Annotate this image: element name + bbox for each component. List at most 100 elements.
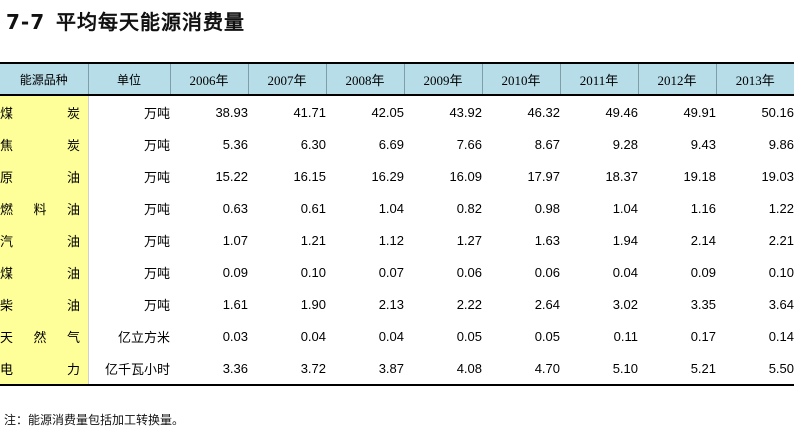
unit-cell: 亿立方米: [87, 320, 170, 352]
value-cell: 1.12: [378, 232, 404, 248]
top-rule: [0, 62, 794, 64]
value-cell: 1.61: [222, 296, 248, 312]
column-header-year: 2009年: [404, 64, 483, 96]
footnote: 注：能源消费量包括加工转换量。: [4, 413, 185, 427]
value-cell: 0.07: [378, 264, 404, 280]
value-cell: 0.05: [456, 328, 482, 344]
value-cell: 3.36: [170, 352, 248, 386]
column-header-year: 2011年: [560, 64, 639, 96]
value-cell: 3.64: [768, 296, 794, 312]
value-cell: 0.10: [300, 264, 326, 280]
energy-type-cell: 煤炭: [0, 95, 88, 128]
value-cell: 1.04: [378, 200, 404, 216]
value-cell: 19.03: [761, 168, 794, 184]
energy-type-label: 焦炭: [0, 138, 80, 154]
column-header-year: 2012年: [638, 64, 717, 96]
energy-type-cell: 柴油: [0, 288, 88, 320]
energy-type-cell: 煤油: [0, 256, 88, 288]
energy-type-label: 汽油: [0, 234, 80, 250]
value-cell: 1.21: [300, 232, 326, 248]
value-cell: 0.98: [534, 200, 560, 216]
value-cell: 3.02: [612, 296, 638, 312]
value-cell: 4.08: [404, 352, 482, 386]
column-header-unit: 单位: [88, 64, 171, 96]
value-cell: 5.10: [560, 352, 638, 386]
table-row: 原油 万吨 15.22 16.15 16.29 16.09 17.97 18.37 19.18 1…: [0, 160, 794, 192]
column-header-energy: 能源品种: [0, 64, 89, 96]
value-cell: 42.05: [371, 104, 404, 120]
value-cell: 3.72: [248, 352, 326, 386]
table-row: 煤油 万吨 0.09 0.10 0.07 0.06 0.06 0.04 0.09 0.10: [0, 256, 794, 288]
energy-type-label: 燃料油: [0, 202, 80, 218]
column-header-year: 2006年: [170, 64, 249, 96]
value-cell: 50.16: [761, 104, 794, 120]
value-cell: 0.17: [690, 328, 716, 344]
value-cell: 1.22: [768, 200, 794, 216]
column-header-year: 2007年: [248, 64, 327, 96]
unit-cell: 万吨: [87, 160, 170, 192]
value-cell: 38.93: [215, 104, 248, 120]
table-number: 7-7: [6, 10, 46, 34]
value-cell: 16.09: [449, 168, 482, 184]
value-cell: 16.15: [293, 168, 326, 184]
value-cell: 41.71: [293, 104, 326, 120]
value-cell: 0.61: [300, 200, 326, 216]
table-row: 电力 亿千瓦小时 3.36 3.72 3.87 4.08 4.70 5.10 5.21 5.50: [0, 352, 794, 386]
value-cell: 0.09: [222, 264, 248, 280]
value-cell: 9.43: [690, 136, 716, 152]
energy-type-cell: 原油: [0, 160, 88, 192]
value-cell: 3.87: [326, 352, 404, 386]
unit-cell: 万吨: [87, 192, 170, 224]
energy-type-cell: 焦炭: [0, 128, 88, 160]
table-row: 天然气 亿立方米 0.03 0.04 0.04 0.05 0.05 0.11 0.17 0.14: [0, 320, 794, 352]
column-header-year: 2010年: [482, 64, 561, 96]
value-cell: 7.66: [456, 136, 482, 152]
value-cell: 0.06: [534, 264, 560, 280]
energy-type-label: 电力: [0, 362, 80, 378]
value-cell: 46.32: [527, 104, 560, 120]
value-cell: 6.69: [378, 136, 404, 152]
value-cell: 1.16: [690, 200, 716, 216]
value-cell: 0.04: [300, 328, 326, 344]
value-cell: 1.27: [456, 232, 482, 248]
value-cell: 0.82: [456, 200, 482, 216]
energy-type-cell: 天然气: [0, 320, 88, 352]
header-row: 能源品种 单位 2006年 2007年 2008年 2009年 2010年 20…: [0, 64, 794, 96]
unit-cell: 万吨: [87, 256, 170, 288]
energy-type-label: 天然气: [0, 330, 80, 346]
value-cell: 0.63: [222, 200, 248, 216]
table-row: 燃料油 万吨 0.63 0.61 1.04 0.82 0.98 1.04 1.16 1.22: [0, 192, 794, 224]
table-row: 煤炭 万吨 38.93 41.71 42.05 43.92 46.32 49.46 49.91 5…: [0, 95, 794, 128]
value-cell: 15.22: [215, 168, 248, 184]
value-cell: 1.04: [612, 200, 638, 216]
value-cell: 1.90: [300, 296, 326, 312]
value-cell: 16.29: [371, 168, 404, 184]
value-cell: 9.86: [768, 136, 794, 152]
value-cell: 0.04: [612, 264, 638, 280]
value-cell: 17.97: [527, 168, 560, 184]
page-title: 7-7 平均每天能源消费量: [6, 6, 245, 35]
unit-cell: 万吨: [87, 95, 170, 128]
value-cell: 3.35: [690, 296, 716, 312]
value-cell: 0.03: [222, 328, 248, 344]
value-cell: 18.37: [605, 168, 638, 184]
value-cell: 2.21: [768, 232, 794, 248]
value-cell: 6.30: [300, 136, 326, 152]
unit-cell: 万吨: [87, 288, 170, 320]
value-cell: 0.10: [768, 264, 794, 280]
value-cell: 5.50: [716, 352, 794, 386]
value-cell: 0.04: [378, 328, 404, 344]
value-cell: 1.07: [222, 232, 248, 248]
value-cell: 43.92: [449, 104, 482, 120]
value-cell: 8.67: [534, 136, 560, 152]
value-cell: 2.64: [534, 296, 560, 312]
value-cell: 1.94: [612, 232, 638, 248]
energy-consumption-table: 能源品种 单位 2006年 2007年 2008年 2009年 2010年 20…: [0, 64, 794, 386]
value-cell: 49.91: [683, 104, 716, 120]
column-header-year: 2013年: [716, 64, 794, 96]
value-cell: 49.46: [605, 104, 638, 120]
value-cell: 9.28: [612, 136, 638, 152]
unit-cell: 亿千瓦小时: [87, 352, 170, 386]
table-row: 焦炭 万吨 5.36 6.30 6.69 7.66 8.67 9.28 9.43 9.86: [0, 128, 794, 160]
column-header-year: 2008年: [326, 64, 405, 96]
